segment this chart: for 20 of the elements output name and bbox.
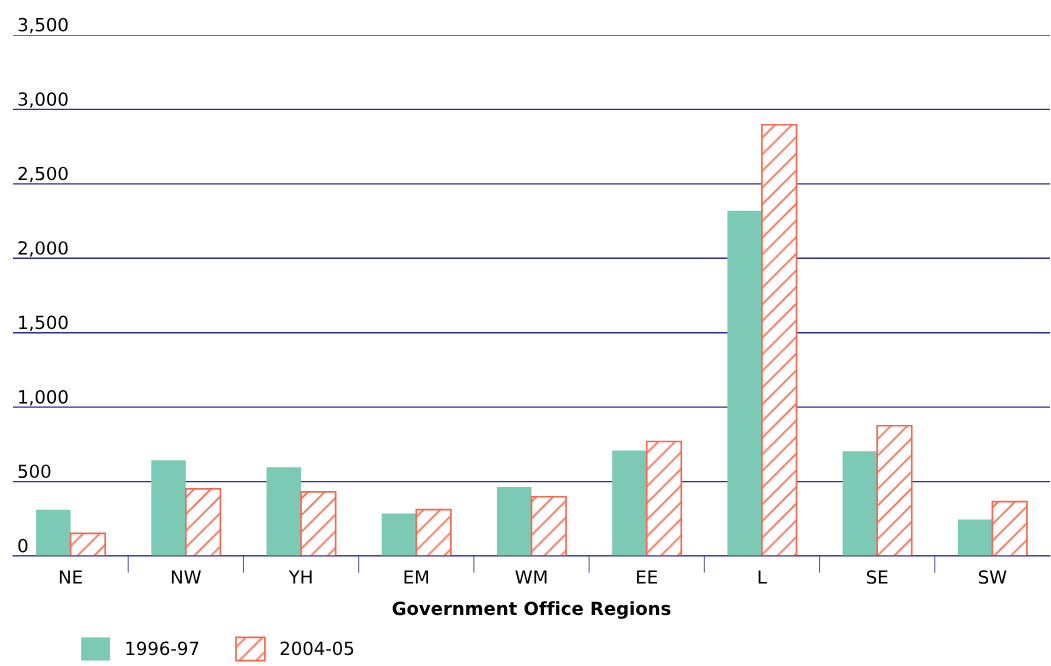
x-tick-label: L [758, 570, 767, 584]
y-tick-label: 1,000 [19, 389, 68, 406]
x-tick-label: EM [404, 570, 429, 584]
x-tick-label: NW [171, 570, 201, 584]
x-axis-title: Government Office Regions [392, 601, 671, 619]
y-tick-label: 1,500 [19, 315, 68, 332]
x-tick-label: SW [978, 570, 1007, 584]
legend-label: 1996-97 [126, 641, 199, 656]
legend-label: 2004-05 [280, 641, 354, 656]
y-tick-label: 2,000 [18, 241, 68, 257]
y-tick-label: 2,500 [18, 166, 68, 183]
y-tick-label: 500 [18, 464, 51, 479]
x-tick-label: NE [59, 570, 82, 584]
x-tick-label: SE [866, 570, 888, 584]
y-tick-label: 3,000 [18, 92, 68, 108]
y-tick-label: 0 [18, 538, 28, 553]
x-tick-label: WM [515, 570, 547, 584]
x-tick-label: YH [288, 570, 312, 584]
y-tick-label: 3,500 [18, 17, 68, 34]
x-tick-label: EE [637, 570, 657, 584]
